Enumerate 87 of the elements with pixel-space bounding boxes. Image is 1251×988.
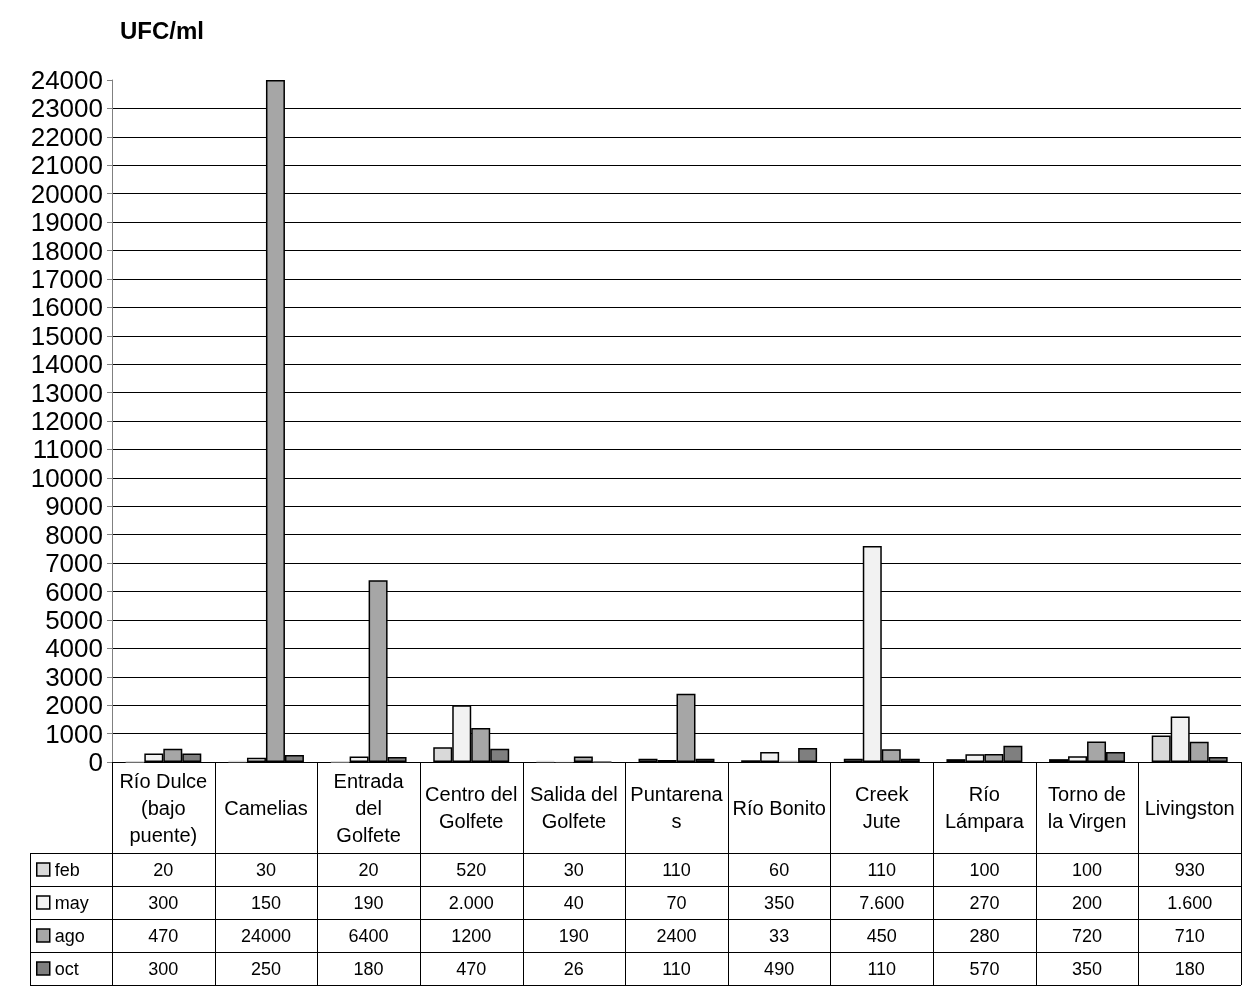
x-tick-label: Livingston — [1144, 796, 1235, 819]
data-label: 1.600 — [1167, 892, 1213, 913]
data-label: 30 — [563, 859, 584, 880]
y-tick-label: 18000 — [30, 235, 103, 266]
y-tick-label: 9000 — [45, 491, 103, 522]
y-tick-label: 19000 — [30, 207, 103, 238]
data-label: 200 — [1072, 892, 1103, 913]
x-tick-label: Río Bonito — [732, 796, 826, 819]
data-label: 100 — [1072, 859, 1103, 880]
y-tick-label: 22000 — [30, 121, 103, 152]
data-label: 190 — [353, 892, 384, 913]
data-label: 180 — [1174, 958, 1205, 979]
data-label: 150 — [250, 892, 281, 913]
y-tick-label: 2000 — [45, 690, 103, 721]
y-tick-label: 11000 — [32, 434, 103, 465]
data-label: 26 — [563, 958, 584, 979]
data-label: 450 — [866, 925, 897, 946]
data-label: 110 — [662, 958, 691, 979]
data-label: 250 — [250, 958, 281, 979]
data-label: 24000 — [240, 925, 291, 946]
data-label: 70 — [666, 892, 687, 913]
y-tick-label: 1000 — [45, 718, 103, 749]
x-tick-label: Creek Jute — [855, 783, 910, 832]
data-label: 190 — [558, 925, 589, 946]
data-label: 570 — [969, 958, 1000, 979]
data-label: 110 — [867, 859, 897, 880]
y-tick-label: 4000 — [45, 633, 103, 664]
legend-label: ago — [54, 925, 85, 946]
data-label: 470 — [456, 958, 487, 979]
data-label: 520 — [456, 859, 487, 880]
legend-label: feb — [54, 859, 80, 880]
x-tick-label: Salida del Golfete — [529, 783, 618, 832]
data-label: 1200 — [451, 925, 492, 946]
data-label: 350 — [764, 892, 795, 913]
y-tick-label: 0 — [88, 747, 103, 777]
data-label: 7.600 — [859, 892, 905, 913]
y-tick-label: 12000 — [30, 406, 103, 436]
data-label: 100 — [969, 859, 1000, 880]
data-label: 20 — [358, 859, 379, 880]
y-tick-label: 16000 — [30, 292, 103, 323]
data-label: 180 — [353, 958, 384, 979]
data-label: 270 — [969, 892, 1000, 913]
y-tick-label: 5000 — [45, 604, 103, 635]
y-tick-label: 7000 — [45, 548, 103, 579]
x-tick-label: Entrada del Golfete — [333, 769, 405, 846]
data-label: 110 — [662, 859, 691, 880]
y-tick-label: 8000 — [45, 519, 103, 550]
data-label: 20 — [153, 859, 174, 880]
y-tick-label: 6000 — [45, 576, 103, 607]
y-tick-label: 15000 — [30, 320, 103, 351]
data-label: 2400 — [656, 925, 697, 946]
data-label: 300 — [148, 958, 179, 979]
data-label: 40 — [563, 892, 584, 913]
data-label: 490 — [764, 958, 795, 979]
data-label: 710 — [1174, 925, 1205, 946]
x-tick-label: Puntarenas — [630, 783, 724, 832]
y-tick-label: 13000 — [30, 377, 103, 408]
legend-label: may — [54, 892, 89, 913]
bar — [573, 756, 593, 762]
y-tick-label: 3000 — [45, 661, 103, 692]
data-label: 280 — [969, 925, 1000, 946]
y-axis-title: UFC/ml — [120, 16, 204, 44]
legend-label: oct — [54, 958, 79, 979]
data-label: 60 — [769, 859, 790, 880]
data-label: 300 — [148, 892, 179, 913]
y-tick-label: 10000 — [30, 462, 103, 493]
x-tick-label: Río Lámpara — [944, 783, 1025, 832]
y-tick-label: 17000 — [30, 263, 103, 294]
data-label: 33 — [769, 925, 790, 946]
data-label: 930 — [1174, 859, 1205, 880]
data-label: 470 — [148, 925, 179, 946]
y-tick-label: 21000 — [30, 150, 103, 181]
data-label: 30 — [255, 859, 276, 880]
data-label: 720 — [1072, 925, 1103, 946]
y-tick-label: 23000 — [30, 93, 103, 124]
data-label: 110 — [867, 958, 897, 979]
data-label: 350 — [1072, 958, 1103, 979]
y-tick-label: 14000 — [30, 349, 103, 380]
bar — [798, 748, 818, 762]
y-tick-label: 20000 — [30, 178, 103, 209]
x-tick-label: Camelias — [224, 796, 308, 819]
data-label: 2.000 — [448, 892, 494, 913]
y-tick-label: 24000 — [30, 65, 103, 95]
x-tick-label: Torno de la Virgen — [1047, 783, 1127, 832]
x-tick-label: Río Dulce (bajo puente) — [119, 769, 208, 846]
x-tick-label: Centro del Golfete — [425, 783, 518, 832]
data-label: 6400 — [348, 925, 389, 946]
